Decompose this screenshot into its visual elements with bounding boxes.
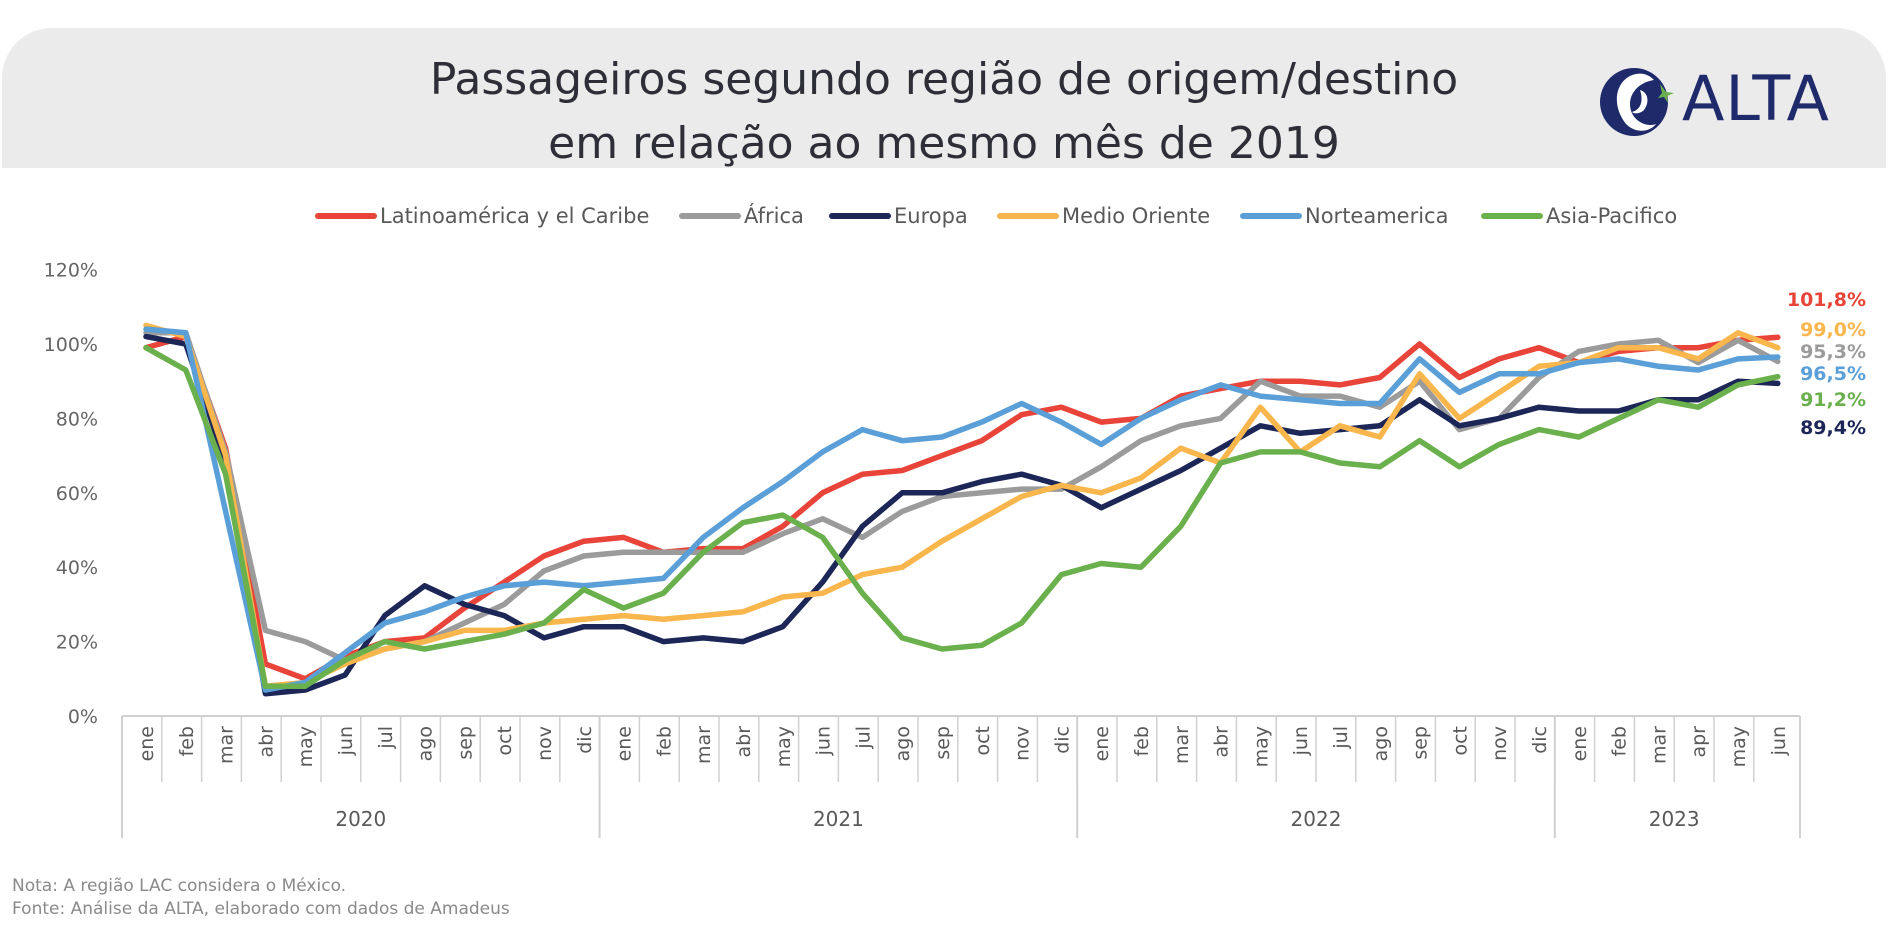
x-tick-label: sep <box>932 726 954 760</box>
x-tick-label: nov <box>534 726 556 761</box>
series-line <box>143 333 1781 697</box>
legend-label: Latinoamérica y el Caribe <box>380 204 649 228</box>
x-tick-label: nov <box>1489 726 1511 761</box>
series-line <box>143 322 1781 689</box>
x-tick-label: jul <box>1330 726 1352 750</box>
y-tick-label: 40% <box>56 557 98 579</box>
series-line <box>143 326 1781 693</box>
x-tick-label: oct <box>1449 726 1471 756</box>
x-tick-label: jun <box>813 726 835 756</box>
x-tick-label: abr <box>1211 726 1233 758</box>
year-label: 2020 <box>335 807 386 831</box>
x-tick-label: mar <box>216 726 238 764</box>
year-label: 2022 <box>1291 807 1342 831</box>
x-tick-label: dic <box>1529 726 1551 754</box>
x-tick-label: mar <box>1171 726 1193 764</box>
x-tick-label: ago <box>1370 726 1392 761</box>
y-tick-label: 120% <box>44 260 98 282</box>
end-value-label: 95,3% <box>1800 341 1866 363</box>
x-tick-label: jul <box>375 726 397 750</box>
x-tick-label: feb <box>1131 726 1153 756</box>
alta-logo: ALTA <box>1596 60 1836 144</box>
x-tick-label: ene <box>1091 726 1113 761</box>
year-label: 2023 <box>1649 807 1700 831</box>
x-tick-label: oct <box>494 726 516 756</box>
y-tick-label: 0% <box>68 706 98 728</box>
year-label: 2021 <box>813 807 864 831</box>
x-tick-label: jun <box>335 726 357 756</box>
chart-title: Passageiros segundo região de origem/des… <box>0 48 1888 176</box>
x-tick-label: may <box>1728 726 1750 767</box>
x-tick-label: sep <box>454 726 476 760</box>
chart-title-line-2: em relação ao mesmo mês de 2019 <box>548 118 1340 169</box>
alta-logo-text: ALTA <box>1682 62 1830 135</box>
x-tick-label: ene <box>1569 726 1591 761</box>
x-tick-label: jun <box>1768 726 1790 756</box>
x-tick-label: abr <box>733 726 755 758</box>
x-tick-label: ago <box>415 726 437 761</box>
legend-label: Europa <box>894 204 968 228</box>
legend-label: Medio Oriente <box>1062 204 1210 228</box>
x-tick-label: ene <box>614 726 636 761</box>
x-tick-label: dic <box>574 726 596 754</box>
end-value-label: 101,8% <box>1787 289 1866 311</box>
x-tick-label: jul <box>852 726 874 750</box>
x-tick-label: ago <box>892 726 914 761</box>
y-tick-label: 80% <box>56 408 98 430</box>
x-tick-label: may <box>295 726 317 767</box>
end-value-label: 89,4% <box>1800 417 1866 439</box>
x-tick-label: mar <box>1648 726 1670 764</box>
x-tick-label: abr <box>255 726 277 758</box>
end-value-label: 91,2% <box>1800 389 1866 411</box>
x-tick-label: may <box>773 726 795 767</box>
header-band <box>2 28 1886 168</box>
x-tick-label: may <box>1250 726 1272 767</box>
x-tick-label: ene <box>136 726 158 761</box>
x-tick-label: jun <box>1290 726 1312 756</box>
x-tick-label: feb <box>653 726 675 756</box>
x-tick-label: nov <box>1012 726 1034 761</box>
alta-globe-icon <box>1600 68 1674 136</box>
y-tick-label: 100% <box>44 334 98 356</box>
x-tick-label: sep <box>1410 726 1432 760</box>
note-text: Nota: A região LAC considera o México. <box>12 876 347 896</box>
series-line <box>143 344 1781 689</box>
chart-title-line-1: Passageiros segundo região de origem/des… <box>429 54 1459 105</box>
legend-label: Norteamerica <box>1305 204 1448 228</box>
source-text: Fonte: Análise da ALTA, elaborado com da… <box>12 899 510 919</box>
series-line <box>143 333 1781 682</box>
end-value-label: 96,5% <box>1800 363 1866 385</box>
x-tick-label: mar <box>693 726 715 764</box>
x-tick-label: feb <box>1609 726 1631 756</box>
end-value-label: 99,0% <box>1800 319 1866 341</box>
y-tick-label: 20% <box>56 632 98 654</box>
y-tick-label: 60% <box>56 483 98 505</box>
line-chart: 0%20%40%60%80%100%120%ene feb mar abr may jun… <box>44 203 1866 838</box>
x-tick-label: apr <box>1688 726 1710 758</box>
legend-label: Asia-Pacifico <box>1546 204 1677 228</box>
x-tick-label: oct <box>972 726 994 756</box>
x-tick-label: dic <box>1051 726 1073 754</box>
legend-label: África <box>744 203 804 228</box>
x-tick-label: feb <box>176 726 198 756</box>
